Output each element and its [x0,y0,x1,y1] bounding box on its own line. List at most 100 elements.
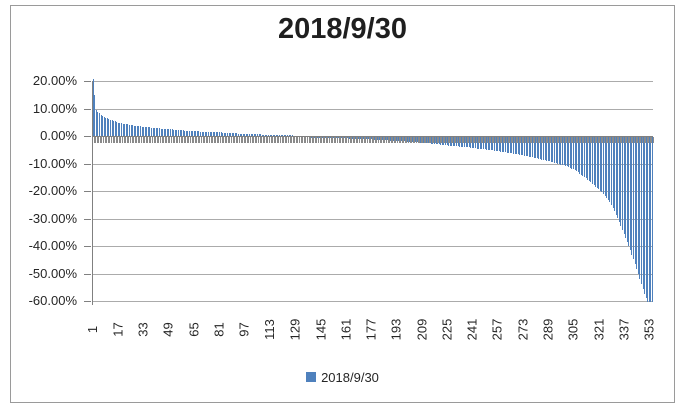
bar [565,137,567,166]
bar [286,135,288,136]
gridline [92,81,653,82]
x-axis-tick [621,137,623,143]
x-axis-tick [414,137,416,143]
y-axis-label: 10.00% [32,100,77,116]
bar [108,119,110,136]
x-axis-tick [389,137,391,143]
bar [445,137,446,145]
x-axis-label-text: 1 [85,325,101,333]
bar [484,137,486,150]
x-axis-tick [379,137,381,143]
y-axis-tick [84,81,91,82]
bar [222,132,224,136]
x-axis-tick [441,137,443,143]
y-axis-label: -30.00% [28,210,77,226]
x-axis-tick [308,137,310,143]
bar [573,137,574,170]
x-axis-tick [641,137,643,143]
x-axis-tick [169,137,171,143]
bar [136,126,138,136]
x-axis-tick [515,137,517,143]
x-axis-tick [604,137,605,143]
x-axis-tick [182,137,184,143]
bar [348,137,350,139]
bar [631,137,633,255]
bar [94,95,96,136]
x-axis-tick [210,137,212,143]
bar [155,128,157,136]
bar [493,137,495,151]
x-axis-label-text: 49 [161,321,177,337]
bar [554,137,556,163]
bar [441,137,443,145]
x-axis-label-text: 161 [338,318,354,340]
bar [351,137,353,139]
x-axis-tick [336,137,338,143]
x-axis-tick [191,137,193,143]
bar [133,125,135,136]
bar [550,137,552,163]
bar [647,137,649,302]
bar [419,137,421,143]
chart-area[interactable] [10,5,675,403]
x-axis-tick [480,137,482,143]
bar [650,137,652,302]
x-axis-tick [637,137,639,143]
x-axis-tick [562,137,564,143]
x-axis-label-text: 337 [616,318,632,340]
x-axis-tick [398,137,400,143]
x-axis-tick [238,137,240,143]
bar [517,137,519,155]
x-axis-label-text: 225 [439,318,455,340]
x-axis-tick [607,137,609,143]
bar [448,137,450,146]
chart-title: 2018/9/30 [277,13,407,45]
bar [456,137,458,147]
x-axis-tick [246,137,248,143]
x-axis-tick [171,137,172,143]
bar [130,125,132,136]
x-axis-tick [109,137,111,143]
bar [514,137,516,154]
bar [571,137,573,169]
bar [370,137,372,140]
bar [152,127,154,136]
x-axis-tick [291,137,293,143]
bar [396,137,397,141]
bar [489,137,491,151]
x-axis-tick [324,137,326,143]
bar [585,137,587,179]
x-axis-label: 145 [311,304,329,354]
x-axis-tick [521,137,523,143]
bar [454,137,456,147]
x-axis-tick [348,137,349,143]
x-axis-tick [502,137,504,143]
bar [569,137,571,168]
bar [141,126,143,136]
bar [462,137,464,147]
bar [407,137,409,142]
x-axis-tick [329,137,331,143]
bar [263,134,265,136]
x-axis-tick [536,137,538,143]
x-axis-tick [262,137,264,143]
bar [95,109,97,136]
x-axis-tick [129,137,131,143]
x-axis-tick [491,137,493,143]
bar [285,135,287,136]
x-axis-tick [559,137,561,143]
bar [430,137,432,144]
x-axis-tick [596,137,598,143]
bar [497,137,499,152]
x-axis-label-text: 17 [110,321,126,337]
x-axis-tick [466,137,468,143]
bar [400,137,402,142]
x-axis-tick [368,137,370,143]
bar [546,137,548,161]
x-axis-tick [155,137,157,143]
x-axis-tick [276,137,278,143]
x-axis-tick [452,137,454,143]
bar [527,137,529,157]
x-axis-tick [107,137,109,143]
